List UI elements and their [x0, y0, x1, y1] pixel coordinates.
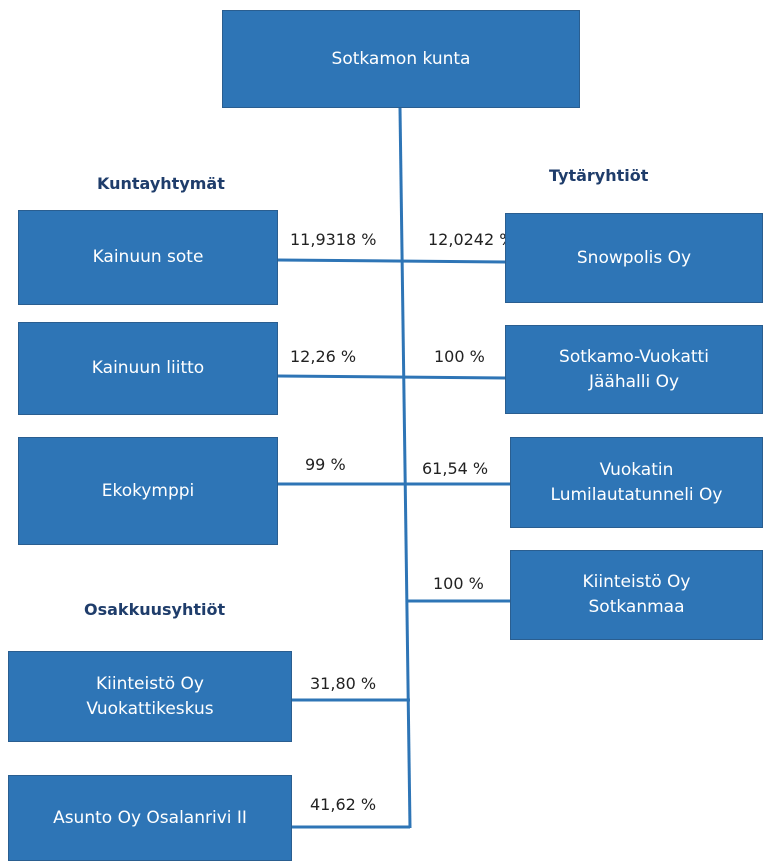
- entity-box: Kainuun liitto: [18, 322, 278, 415]
- box-label: Kiinteistö Oy: [96, 673, 204, 694]
- entity-box: Asunto Oy Osalanrivi II: [8, 775, 292, 861]
- trunk-line: [398, 107, 412, 829]
- box-label: Sotkamon kunta: [331, 48, 471, 69]
- ownership-share: 100 %: [433, 574, 484, 593]
- entity-box: Snowpolis Oy: [505, 213, 763, 303]
- box-label: Kiinteistö Oy: [582, 572, 691, 592]
- ownership-share: 99 %: [305, 455, 346, 474]
- box-label: Sotkamo-Vuokatti: [559, 346, 709, 367]
- ownership-share: 31,80 %: [310, 674, 377, 693]
- box-label: Vuokattikeskus: [86, 698, 214, 719]
- ownership-share: 61,54 %: [422, 459, 489, 478]
- group-heading: Osakkuusyhtiöt: [84, 600, 226, 619]
- entity-box: Sotkamo-Vuokatti Jäähalli Oy: [505, 325, 763, 414]
- box-label: Snowpolis Oy: [576, 247, 692, 268]
- ownership-share: 11,9318 %: [290, 230, 377, 249]
- box-label: Kainuun liitto: [91, 358, 205, 378]
- root-box: Sotkamon kunta: [222, 10, 580, 108]
- entity-box: Vuokatin Lumilautatunneli Oy: [510, 437, 763, 528]
- entity-box: Kiinteistö Oy Vuokattikeskus: [8, 651, 292, 742]
- entity-box: Kiinteistö Oy Sotkanmaa: [510, 550, 763, 640]
- connector: [277, 258, 506, 264]
- box-label: Asunto Oy Osalanrivi II: [53, 807, 247, 828]
- group-heading: Kuntayhtymät: [97, 174, 225, 193]
- connector: [277, 374, 506, 380]
- ownership-share: 41,62 %: [310, 795, 377, 814]
- box-label: Jäähalli Oy: [588, 371, 680, 392]
- box-label: Kainuun sote: [92, 247, 204, 267]
- entity-box: Kainuun sote: [18, 210, 278, 305]
- entity-box: Ekokymppi: [18, 437, 278, 545]
- box-label: Sotkanmaa: [588, 597, 685, 617]
- box-label: Ekokymppi: [101, 480, 195, 501]
- ownership-share: 12,26 %: [290, 347, 357, 366]
- ownership-share: 100 %: [434, 347, 485, 366]
- box-label: Lumilautatunneli Oy: [550, 484, 723, 505]
- ownership-share: 12,0242 %: [428, 230, 515, 249]
- box-label: Vuokatin: [599, 459, 674, 480]
- group-heading: Tytäryhtiöt: [549, 166, 649, 185]
